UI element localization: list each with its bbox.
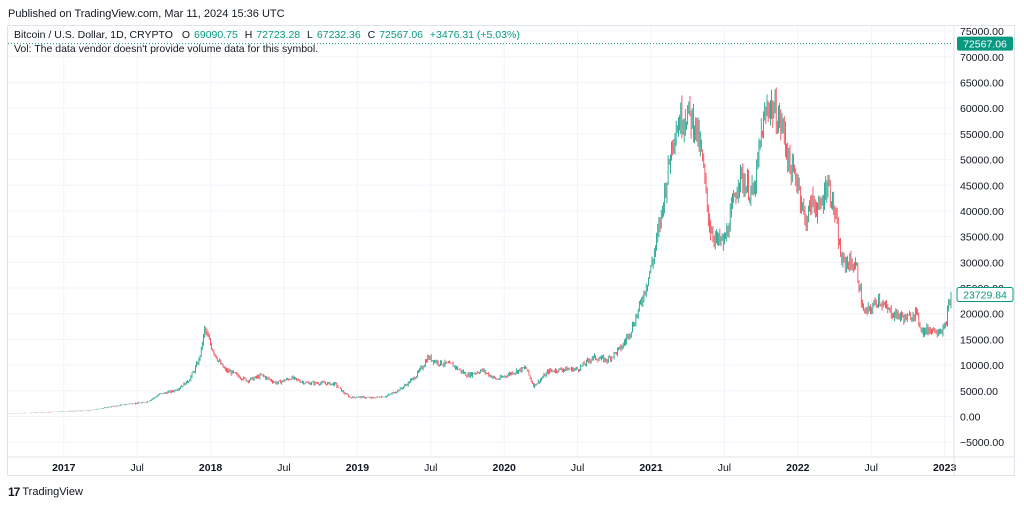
y-tick-label: 0.00 bbox=[960, 411, 981, 423]
high-value: 72723.28 bbox=[256, 29, 301, 41]
x-tick-label: Jul bbox=[718, 462, 731, 474]
brand-name: TradingView bbox=[22, 486, 83, 498]
y-tick-label: 60000.00 bbox=[960, 103, 1004, 115]
x-tick-label: 2020 bbox=[493, 462, 517, 474]
volume-notice: Vol: The data vendor doesn't provide vol… bbox=[14, 43, 319, 55]
chart-legend: Bitcoin / U.S. Dollar, 1D, CRYPTO O 69090… bbox=[14, 29, 524, 41]
x-tick-label: 2021 bbox=[639, 462, 663, 474]
grid-lines bbox=[8, 26, 952, 455]
close-label: C bbox=[367, 29, 376, 41]
y-tick-label: 15000.00 bbox=[960, 334, 1004, 346]
symbol-description: Bitcoin / U.S. Dollar, 1D, CRYPTO bbox=[14, 29, 173, 41]
chart-frame bbox=[7, 25, 1015, 476]
y-tick-label: 55000.00 bbox=[960, 129, 1004, 141]
close-value: 72567.06 bbox=[379, 29, 423, 41]
publish-line: Published on TradingView.com, Mar 11, 20… bbox=[8, 8, 285, 20]
y-tick-label: 65000.00 bbox=[960, 78, 1004, 90]
low-value: 67232.36 bbox=[316, 29, 361, 41]
last-price-label: 72567.06 bbox=[963, 39, 1007, 51]
y-tick-label: 70000.00 bbox=[960, 52, 1004, 64]
high-label: H bbox=[244, 29, 253, 41]
open-label: O bbox=[181, 29, 191, 41]
open-value: 69090.75 bbox=[194, 29, 238, 41]
x-tick-label: 2023 bbox=[933, 462, 957, 474]
x-tick-label: Jul bbox=[865, 462, 878, 474]
x-tick-label: 2018 bbox=[199, 462, 223, 474]
x-tick-label: 2022 bbox=[786, 462, 810, 474]
x-tick-label: Jul bbox=[571, 462, 584, 474]
tradingview-brand[interactable]: 17 TradingView bbox=[8, 485, 83, 499]
low-label: L bbox=[307, 29, 313, 41]
y-tick-label: 75000.00 bbox=[960, 26, 1004, 38]
last-price-badge bbox=[957, 36, 1013, 51]
tradingview-logo-icon: 17 bbox=[8, 485, 20, 499]
y-tick-label: −5000.00 bbox=[960, 437, 1004, 449]
y-tick-label: 40000.00 bbox=[960, 206, 1004, 218]
candles bbox=[7, 87, 952, 414]
price-labels: 72567.06 23729.84 bbox=[8, 36, 1014, 303]
x-tick-label: 2019 bbox=[346, 462, 370, 474]
change-value: +3476.31 (+5.03%) bbox=[429, 29, 520, 41]
time-axis: 2017 Jul 2018 Jul 2019 Jul 2020 Jul 2021 Jul 2022 J… bbox=[8, 26, 1015, 476]
y-tick-label: 10000.00 bbox=[960, 360, 1004, 372]
y-tick-label: 5000.00 bbox=[960, 386, 998, 398]
x-tick-label: 2017 bbox=[52, 462, 76, 474]
x-tick-label: Jul bbox=[130, 462, 143, 474]
y-tick-label: 35000.00 bbox=[960, 232, 1004, 244]
y-tick-label: 45000.00 bbox=[960, 180, 1004, 192]
y-tick-label: 50000.00 bbox=[960, 155, 1004, 167]
x-tick-label: Jul bbox=[424, 462, 437, 474]
y-tick-label: 30000.00 bbox=[960, 257, 1004, 269]
marker-price-label: 23729.84 bbox=[963, 290, 1007, 302]
x-tick-label: Jul bbox=[277, 462, 290, 474]
y-tick-label: 20000.00 bbox=[960, 309, 1004, 321]
price-axis: 75000.00 70000.00 65000.00 60000.00 55000.00… bbox=[960, 26, 1004, 449]
marker-price-badge bbox=[956, 287, 1014, 303]
